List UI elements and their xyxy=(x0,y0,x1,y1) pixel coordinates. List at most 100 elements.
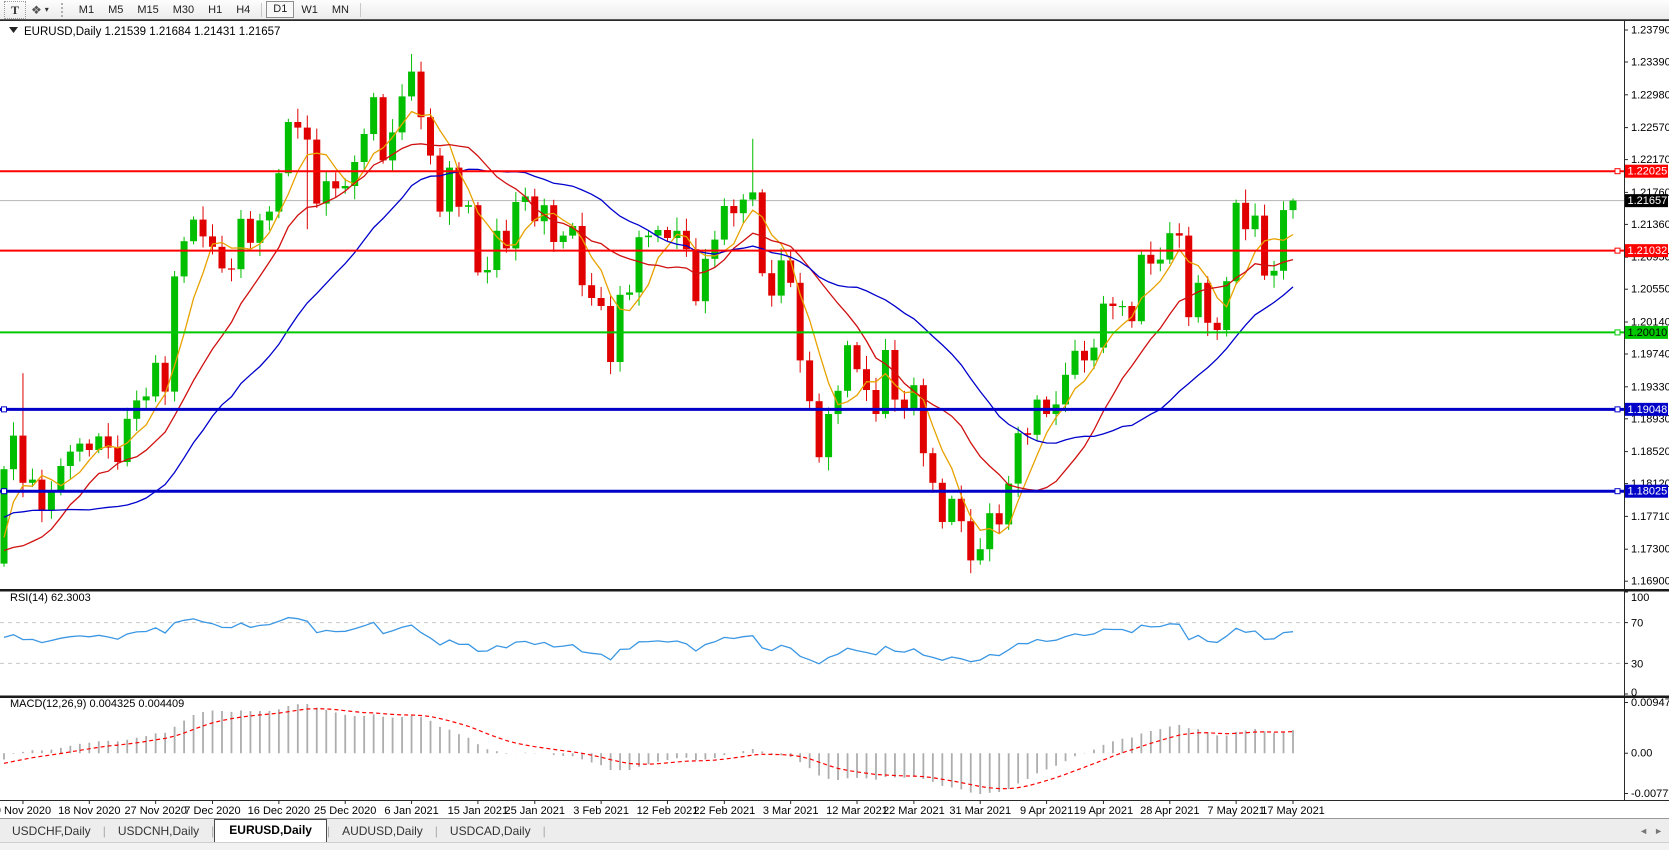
toolbar-grip[interactable] xyxy=(60,2,66,17)
timeframe-button-w1[interactable]: W1 xyxy=(301,3,318,16)
candle-bear xyxy=(1213,322,1221,330)
pane-separator[interactable] xyxy=(0,695,1669,699)
date-tick-label: 19 Apr 2021 xyxy=(1074,805,1133,817)
chart-area[interactable]: 1.237901.233901.229801.225701.221701.217… xyxy=(0,20,1669,818)
candle-bull xyxy=(322,181,330,204)
candle-bull xyxy=(720,206,728,240)
line-anchor[interactable] xyxy=(1614,247,1621,254)
line-anchor[interactable] xyxy=(1614,488,1621,495)
candle-bull xyxy=(1289,200,1297,211)
symbol-tab-usdcnh[interactable]: USDCNH,Daily xyxy=(117,824,200,838)
ma-line-13 xyxy=(3,143,1294,552)
symbol-tab-eurusd[interactable]: EURUSD,Daily xyxy=(214,819,327,842)
rsi-indicator-label: RSI(14) 62.3003 xyxy=(10,592,91,604)
candle-bull xyxy=(948,498,956,522)
date-tick-label: 7 May 2021 xyxy=(1207,805,1264,817)
timeframe-button-m1[interactable]: M1 xyxy=(78,3,95,16)
candle-bull xyxy=(1014,433,1022,484)
price-badge-label: 1.18025 xyxy=(1628,486,1668,498)
price-badge xyxy=(1625,244,1668,258)
candle-bear xyxy=(758,192,766,274)
candle-bear xyxy=(967,521,975,561)
candle-bull xyxy=(408,71,416,97)
rsi-scale-label: 0 xyxy=(1631,687,1637,699)
candle-bull xyxy=(123,418,131,462)
timeframe-button-mn[interactable]: MN xyxy=(331,3,349,16)
price-badge-label: 1.22025 xyxy=(1628,166,1668,178)
current-price-badge-label: 1.21657 xyxy=(1628,195,1668,207)
candle-bear xyxy=(607,306,615,362)
candle-bear xyxy=(85,443,93,450)
candle-bull xyxy=(976,549,984,561)
price-badge xyxy=(1625,484,1668,498)
symbol-tab-usdcad[interactable]: USDCAD,Daily xyxy=(449,824,531,838)
candle-bull xyxy=(844,345,852,391)
candle-bull xyxy=(1071,350,1079,375)
candle-bear xyxy=(1128,306,1136,322)
price-tick-label: 1.23790 xyxy=(1631,25,1669,37)
candle-bull xyxy=(645,235,653,238)
candle-bull xyxy=(701,258,709,302)
date-tick-label: 3 Feb 2021 xyxy=(573,805,629,817)
candle-bull xyxy=(256,220,264,243)
timeframe-button-m5[interactable]: M5 xyxy=(108,3,124,16)
tab-scroll-left-icon[interactable]: ◄ xyxy=(1639,826,1649,836)
timeframe-button-m15[interactable]: M15 xyxy=(137,3,159,16)
candle-bull xyxy=(47,490,55,510)
candle-bear xyxy=(929,453,937,483)
candle-bear xyxy=(730,206,738,214)
line-anchor[interactable] xyxy=(1,488,7,495)
date-tick-label: 27 Nov 2020 xyxy=(124,805,186,817)
line-anchor[interactable] xyxy=(1614,406,1621,413)
candle-bull xyxy=(635,237,643,293)
candle-bear xyxy=(872,390,880,414)
candle-bull xyxy=(825,414,833,458)
line-anchor[interactable] xyxy=(1614,168,1621,175)
timeframe-button-d1[interactable]: D1 xyxy=(266,1,295,18)
candle-bear xyxy=(588,285,596,298)
candle-bull xyxy=(275,173,283,212)
symbol-tab-usdchf[interactable]: USDCHF,Daily xyxy=(12,824,91,838)
candle-bull xyxy=(569,226,577,236)
candle-bear xyxy=(303,127,311,140)
tab-separator: | xyxy=(102,824,106,838)
chart-window[interactable]: 1.23790 1.23390 1.22980 1.22570 1.22170 1.217… xyxy=(0,20,1669,823)
timeframe-button-m30[interactable]: M30 xyxy=(172,3,195,16)
macd-pane xyxy=(3,704,1294,794)
price-tick-label: 1.17300 xyxy=(1631,544,1669,556)
price-axis[interactable]: 1.237901.233901.229801.225701.221701.217… xyxy=(1624,21,1669,800)
tab-scroll-right-icon[interactable]: ► xyxy=(1654,826,1663,836)
candle-bull xyxy=(66,451,74,466)
candle-bull xyxy=(1033,399,1041,435)
price-tick-label: 1.16900 xyxy=(1631,576,1669,588)
price-tick-label: 1.17710 xyxy=(1631,511,1669,523)
line-anchor[interactable] xyxy=(1,406,7,413)
date-tick-label: 31 Mar 2021 xyxy=(949,805,1011,817)
price-badge-label: 1.19048 xyxy=(1628,404,1668,416)
candle-bear xyxy=(900,399,908,410)
tab-separator: | xyxy=(211,824,215,838)
text-tool-button[interactable]: T xyxy=(4,0,26,19)
price-tick-label: 1.22570 xyxy=(1631,122,1669,134)
collapse-triangle-icon[interactable] xyxy=(9,27,18,33)
price-badge xyxy=(1625,164,1668,178)
candle-bear xyxy=(436,155,444,212)
pane-separator[interactable] xyxy=(0,589,1669,592)
candle-bull xyxy=(464,205,472,207)
line-anchor[interactable] xyxy=(1614,329,1621,336)
candle-bear xyxy=(1242,202,1250,230)
rsi-line xyxy=(3,616,1294,665)
tab-separator: | xyxy=(434,824,438,838)
candle-bull xyxy=(360,134,368,162)
symbol-tab-audusd[interactable]: AUDUSD,Daily xyxy=(342,824,423,838)
candle-bear xyxy=(19,435,27,483)
timeframe-button-h4[interactable]: H4 xyxy=(236,3,251,16)
candle-bull xyxy=(739,199,747,214)
candle-bear xyxy=(227,268,235,270)
rsi-scale-label: 30 xyxy=(1631,658,1643,670)
price-tick-label: 1.20550 xyxy=(1631,284,1669,296)
candle-bull xyxy=(341,186,349,189)
timeframe-button-h1[interactable]: H1 xyxy=(208,3,223,16)
arrow-style-button[interactable]: ❖ ▾ xyxy=(28,2,52,18)
